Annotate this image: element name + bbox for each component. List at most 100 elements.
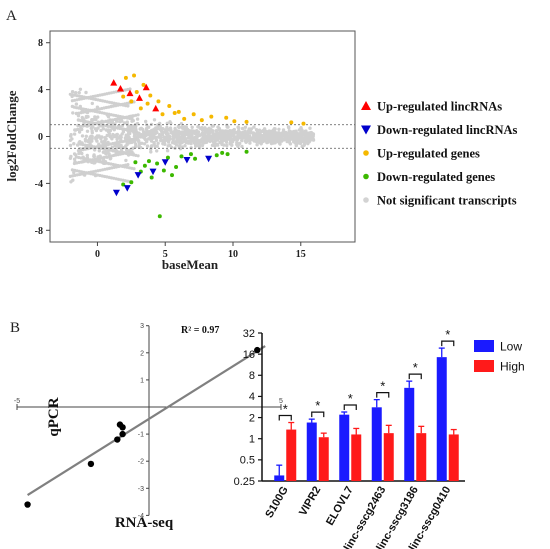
grey-point	[151, 128, 155, 132]
correlation-points	[24, 346, 261, 508]
down-gene-point	[244, 149, 249, 154]
y-tick-label: 3	[140, 323, 144, 330]
grey-point	[166, 140, 171, 144]
grey-point	[109, 121, 113, 126]
grey-point	[173, 126, 177, 131]
bars: *S100G*VIPR2*ELOVL7*linc-sscg2463*linc-s…	[263, 327, 459, 549]
grey-point	[257, 140, 262, 145]
grey-point	[180, 135, 185, 139]
x-tick-label: 5	[163, 249, 168, 260]
grey-point	[208, 139, 212, 143]
grey-point	[223, 132, 227, 136]
grey-point	[261, 139, 265, 144]
down-gene-point	[142, 163, 147, 168]
down-lincrna-marker	[183, 156, 191, 164]
grey-point	[159, 138, 163, 143]
down-gene-point	[129, 180, 134, 185]
x-tick-label: 10	[228, 249, 238, 260]
grey-point	[70, 137, 74, 141]
grey-point	[103, 139, 107, 143]
up-gene-point	[199, 118, 204, 123]
grey-point	[218, 135, 222, 139]
grey-point	[300, 134, 304, 139]
grey-point	[113, 143, 117, 148]
grey-point	[264, 133, 268, 138]
grey-point	[196, 125, 200, 129]
grey-point	[202, 133, 206, 138]
grey-point	[173, 129, 177, 133]
y-tick-label: 0.5	[240, 455, 255, 467]
grey-point	[156, 141, 160, 145]
legend-high-swatch	[474, 360, 494, 372]
up-gene-point	[160, 112, 165, 117]
grey-point	[273, 131, 277, 135]
grey-point	[134, 142, 138, 147]
up-gene-point	[176, 109, 181, 114]
correlation-point	[24, 501, 31, 508]
grey-point	[260, 137, 264, 141]
up-gene-point	[182, 116, 187, 121]
grey-point	[131, 146, 135, 150]
down-gene-point	[225, 152, 230, 157]
grey-point	[236, 133, 240, 138]
grey-point	[112, 90, 116, 94]
grey-point	[76, 114, 81, 118]
grey-point	[261, 129, 265, 133]
grey-point	[171, 132, 175, 136]
grey-point	[311, 137, 315, 142]
grey-point	[81, 110, 85, 114]
y-tick-label: 4	[249, 391, 255, 403]
grey-point	[307, 138, 311, 143]
grey-point	[161, 131, 165, 135]
grey-point	[192, 130, 196, 134]
grey-point	[298, 139, 303, 143]
grey-point	[308, 126, 312, 130]
up-gene-point	[138, 106, 143, 111]
grey-point	[96, 126, 100, 130]
correlation-point	[254, 346, 261, 354]
down-gene-point	[157, 214, 162, 219]
grey-point	[134, 127, 138, 131]
up-gene-point	[148, 93, 153, 98]
grey-point	[213, 141, 217, 145]
ma-ylabel: log2FoldChange	[4, 90, 19, 181]
grey-point	[162, 135, 166, 139]
up-gene-point	[129, 99, 134, 104]
up-gene-point	[121, 94, 126, 99]
legend-low-swatch	[474, 340, 494, 352]
grey-point	[71, 111, 75, 115]
grey-point	[255, 143, 259, 147]
grey-point	[93, 148, 97, 152]
grey-point	[84, 134, 89, 138]
grey-point	[111, 132, 115, 137]
legend-dot-icon	[363, 197, 369, 203]
x-tick-label: 15	[296, 249, 306, 260]
down-gene-point	[188, 152, 193, 157]
grey-point	[119, 147, 124, 152]
grey-point	[90, 129, 94, 133]
grey-point	[146, 131, 150, 136]
up-gene-point	[289, 120, 294, 125]
grey-point	[124, 144, 128, 148]
grey-point	[297, 132, 302, 136]
grey-point	[94, 128, 99, 133]
low-bar	[306, 422, 317, 481]
grey-point	[136, 154, 140, 158]
grey-point	[252, 134, 257, 139]
grey-point	[243, 125, 248, 129]
category-label: ELOVL7	[324, 485, 356, 528]
grey-point	[235, 140, 239, 145]
legend-label: Not significant transcripts	[377, 194, 517, 208]
significance-bracket	[441, 340, 455, 347]
grey-point	[132, 167, 136, 171]
grey-point	[165, 134, 169, 139]
grey-point	[85, 129, 90, 133]
grey-point	[152, 132, 156, 136]
grey-point	[144, 119, 148, 124]
grey-point	[108, 134, 112, 139]
grey-point	[273, 141, 277, 145]
grey-point	[252, 125, 256, 129]
grey-point	[271, 135, 275, 139]
grey-point	[68, 143, 73, 148]
